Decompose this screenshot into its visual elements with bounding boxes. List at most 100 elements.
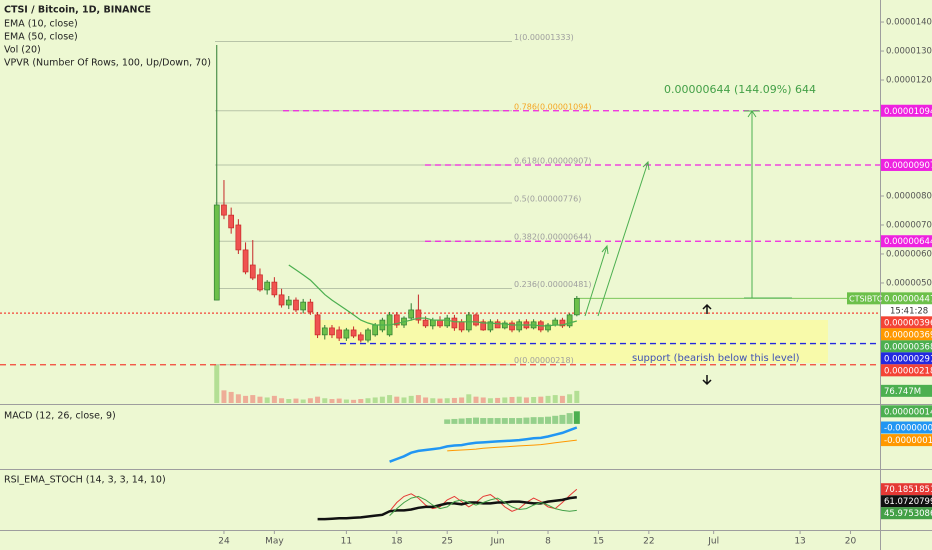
volume-bar: [430, 398, 436, 403]
volume-bar: [387, 395, 393, 403]
down-arrow: [702, 375, 712, 386]
candle-body: [235, 224, 242, 251]
price-badge: [881, 421, 932, 434]
candle-body: [329, 327, 335, 336]
price-badge-label: 70.18518519: [884, 485, 932, 495]
direction-arrows: [702, 303, 712, 386]
candle-body: [343, 329, 350, 339]
candle-body: [393, 314, 400, 326]
candle-body: [437, 319, 443, 327]
symbol-label: CTSIBTC: [849, 294, 883, 303]
candle-body: [573, 297, 580, 316]
volume-bar: [459, 397, 465, 403]
volume-bar: [351, 399, 357, 403]
volume-bar: [243, 395, 249, 403]
volume-bar: [495, 397, 501, 403]
projection-arrows: [584, 110, 792, 317]
fib-label: 1(0.00001333): [514, 33, 574, 42]
volume-bar: [415, 395, 421, 403]
indicator-line: [389, 488, 578, 512]
histogram-bar: [451, 418, 458, 424]
volume-bar: [365, 398, 371, 403]
volume-bar: [473, 396, 479, 403]
price-badge: [881, 434, 932, 447]
volume-bar: [336, 398, 342, 403]
candle-body: [566, 314, 573, 327]
candle-body: [293, 299, 299, 311]
candle-body: [314, 314, 321, 336]
volume-bar: [523, 397, 529, 403]
histogram-bar: [487, 418, 494, 424]
price-badge: [881, 340, 932, 353]
fib-label: 0.382(0.00000644): [514, 233, 592, 242]
indicator-label: EMA (10, close): [4, 19, 78, 30]
price-badge: [881, 316, 932, 329]
price-badge-label: 0.00000014: [884, 407, 932, 417]
volume-bar: [487, 398, 493, 403]
candle-body: [516, 321, 523, 331]
histogram-bar: [473, 417, 480, 424]
candle-body: [221, 204, 227, 216]
volume-bar: [451, 397, 457, 403]
x-tick-label: Jul: [707, 537, 719, 547]
candle-body: [509, 322, 515, 331]
volume-bar: [286, 399, 292, 403]
badge-layer: 0.00001094 0.00000907 0.00000644 0.00000447…: [847, 104, 932, 520]
indicator-line: [389, 495, 577, 516]
volume-bar: [394, 396, 400, 403]
candle-body: [307, 301, 314, 313]
histogram-bar: [458, 418, 465, 424]
price-badge: [881, 104, 932, 117]
candle-body: [249, 264, 256, 279]
volume-bar: [257, 396, 263, 403]
volume-bar: [322, 398, 328, 403]
ema-line: [288, 264, 577, 327]
price-badge-label: -0.00000018: [884, 436, 932, 446]
histogram-bar: [559, 414, 566, 424]
candle-body: [422, 319, 429, 327]
histogram-bar: [494, 418, 501, 424]
volume-bar: [423, 397, 429, 403]
candle-body: [300, 301, 307, 311]
indicator-label: Vol (20): [4, 45, 41, 56]
back-layer: [0, 40, 880, 403]
candle-body: [473, 314, 479, 326]
candle-body: [213, 204, 220, 301]
price-badge-label: 45.97530864: [884, 509, 932, 519]
x-tick-label: 15: [593, 537, 604, 547]
candle-body: [429, 319, 436, 327]
candle-body: [257, 274, 263, 291]
candle-body: [415, 309, 422, 321]
candle-body: [465, 314, 472, 331]
volume-bar: [250, 395, 256, 403]
candle-body: [321, 327, 328, 336]
volume-bar: [221, 390, 227, 403]
x-tick-label: 20: [845, 537, 857, 547]
x-tick-label: 13: [794, 537, 805, 547]
price-badge: [881, 235, 932, 248]
candle-body: [559, 319, 566, 327]
histogram-bar: [501, 418, 508, 424]
candle-body: [487, 321, 494, 331]
price-badge-label: 0.00000907: [884, 161, 932, 171]
chart-title: CTSI / Bitcoin, 1D, BINANCE: [4, 5, 151, 16]
x-tick-label: 25: [441, 537, 452, 547]
price-badge: [881, 405, 932, 418]
candle-body: [451, 317, 458, 329]
fib-label: 0.618(0.00000907): [514, 156, 592, 165]
support-label: support (bearish below this level): [632, 353, 800, 364]
histogram-bar: [545, 416, 552, 424]
candle-body: [357, 334, 364, 341]
x-tick-label: May: [265, 537, 284, 547]
volume-bar: [466, 394, 472, 403]
candle-body: [480, 321, 487, 331]
candle-body: [264, 281, 271, 291]
x-tick-label: Jun: [490, 537, 505, 547]
indicator-line: [447, 439, 577, 452]
